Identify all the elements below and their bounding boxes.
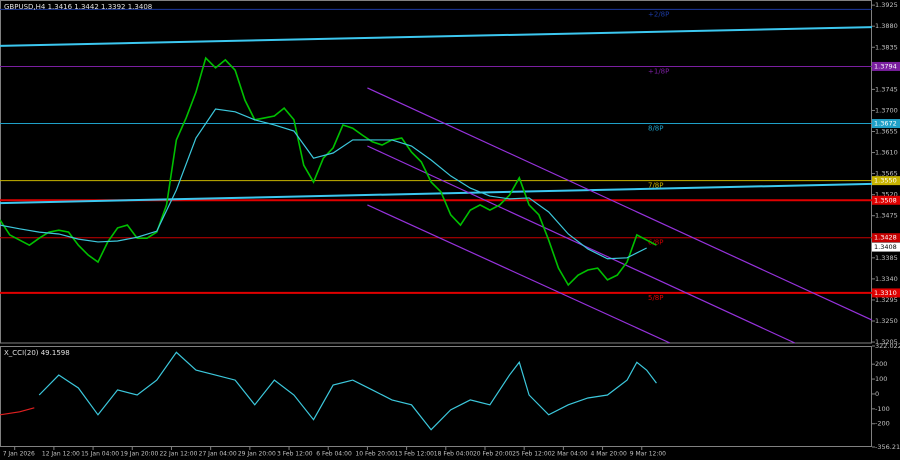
y-tick-label: 1.3520 [875, 191, 898, 199]
x-tick-label: 20 Feb 20:00 [473, 451, 513, 458]
x-tick-label: 2 Mar 04:00 [551, 451, 587, 458]
level-name: 5/8P [648, 294, 664, 302]
chart-title: X_CCI(20) 49.1598 [4, 349, 70, 357]
y-tick-label: 1.3475 [875, 212, 898, 220]
y-tick-label: 1.3655 [875, 127, 898, 135]
level-tag-label: 1.3310 [874, 289, 897, 297]
trend-line [0, 182, 873, 205]
last-price-label: 1.3408 [874, 243, 897, 251]
level-tag-label: 1.3672 [874, 120, 897, 128]
y-tick-label: 1.3205 [875, 338, 898, 346]
y-tick-label: -356.214 [875, 443, 900, 451]
y-tick-label: 1.3610 [875, 149, 898, 157]
x-tick-label: 13 Feb 12:00 [395, 451, 435, 458]
level-tag [872, 195, 900, 205]
x-tick-label: 18 Feb 04:00 [434, 451, 474, 458]
y-tick-label: 1.3880 [875, 22, 898, 30]
level-name: 6/8P [648, 239, 664, 247]
trend-line [367, 87, 873, 321]
level-name: +1/8P [648, 67, 669, 75]
x-tick-label: 19 Jan 20:00 [120, 451, 158, 458]
level-tag-label: 1.3794 [874, 62, 897, 70]
level-tag [872, 288, 900, 298]
x-tick-label: 6 Feb 04:00 [316, 451, 352, 458]
level-tag-label: 1.3508 [874, 196, 897, 204]
level-tag [872, 119, 900, 129]
y-tick-label: 200 [875, 360, 887, 368]
x-tick-label: 25 Feb 12:00 [512, 451, 552, 458]
y-tick-label: 1.3295 [875, 296, 898, 304]
y-tick-label: 1.3745 [875, 85, 898, 93]
level-tag [872, 233, 900, 243]
series-line [0, 407, 35, 416]
x-tick-label: 29 Jan 20:00 [238, 451, 276, 458]
y-tick-label: 1.3835 [875, 43, 898, 51]
level-name: 7/8P [648, 182, 664, 190]
level-tag-label: 1.3550 [874, 177, 897, 185]
main-panel [0, 0, 872, 344]
y-tick-label: 1.3925 [875, 1, 898, 9]
cci-panel [0, 346, 872, 447]
y-tick-label: -200 [875, 420, 890, 428]
x-tick-label: 3 Feb 12:00 [277, 451, 313, 458]
x-tick-label: 27 Jan 04:00 [199, 451, 237, 458]
y-tick-label: 322.0224 [875, 342, 900, 350]
x-tick-label: 4 Mar 20:00 [591, 451, 627, 458]
y-tick-label: 100 [875, 375, 887, 383]
series-line [38, 351, 657, 431]
x-tick-label: 10 Feb 20:00 [355, 451, 395, 458]
x-tick-label: 9 Mar 12:00 [630, 451, 666, 458]
trend-line [367, 204, 671, 344]
y-tick-label: 1.3700 [875, 106, 898, 114]
trend-line [0, 26, 873, 47]
x-tick-label: 15 Jan 04:00 [81, 451, 119, 458]
last-price-tag [872, 242, 900, 252]
level-tag [872, 176, 900, 186]
y-tick-label: 0 [875, 390, 879, 398]
y-tick-label: 1.3340 [875, 275, 898, 283]
x-tick-label: 7 Jan 2026 [3, 451, 35, 458]
y-tick-label: 1.3385 [875, 254, 898, 262]
chart-title: GBPUSD,H4 1.3416 1.3442 1.3392 1.3408 [4, 3, 152, 11]
y-tick-label: 1.3565 [875, 170, 898, 178]
y-tick-label: 1.3250 [875, 317, 898, 325]
x-tick-label: 22 Jan 12:00 [159, 451, 197, 458]
y-tick-label: -100 [875, 405, 890, 413]
series-line [0, 56, 657, 287]
level-tag-label: 1.3428 [874, 234, 897, 242]
level-name: 8/8P [648, 125, 664, 133]
level-tag [872, 61, 900, 71]
level-name: +2/8P [648, 10, 669, 18]
x-tick-label: 12 Jan 12:00 [42, 451, 80, 458]
series-line [0, 108, 647, 260]
